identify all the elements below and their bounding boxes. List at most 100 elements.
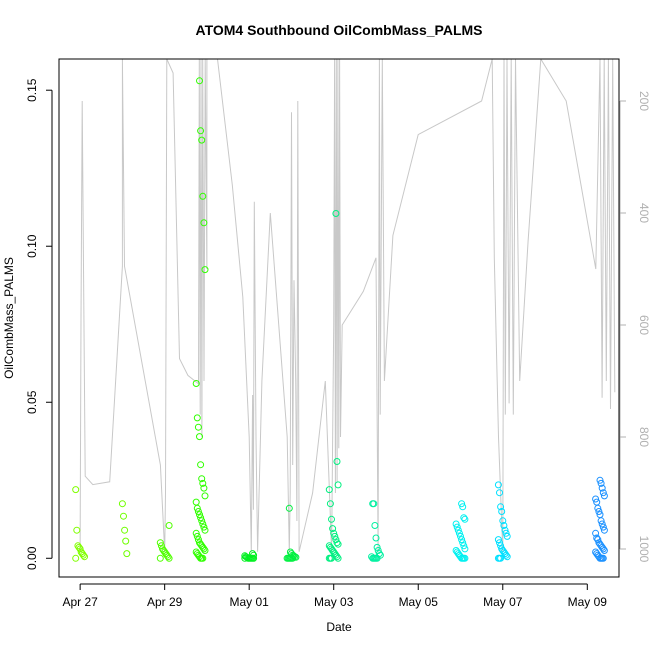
series-may-02 — [283, 504, 300, 562]
y-tick-label: 0.10 — [25, 234, 39, 258]
x-tick-label: May 05 — [399, 595, 439, 609]
data-point — [461, 554, 469, 562]
data-point — [597, 479, 605, 487]
data-point — [121, 526, 129, 534]
data-point — [329, 525, 337, 533]
data-point — [457, 553, 464, 561]
data-point — [120, 512, 127, 520]
data-point — [201, 492, 209, 500]
data-point — [201, 547, 209, 554]
data-point — [334, 554, 342, 562]
series-apr-30 — [192, 77, 209, 562]
series-may-07 — [494, 481, 511, 562]
data-point — [498, 508, 506, 515]
data-point — [197, 461, 205, 469]
series-may-04 — [368, 500, 384, 562]
data-point — [331, 532, 339, 540]
points-layer — [72, 77, 608, 562]
data-point — [600, 526, 608, 534]
data-point — [196, 433, 203, 441]
series-may-09 — [592, 476, 608, 562]
data-point — [73, 526, 81, 534]
data-point — [200, 219, 208, 227]
x-tick-label: Apr 27 — [62, 595, 98, 609]
data-point — [503, 553, 511, 561]
altitude-trace-layer — [79, 59, 616, 552]
data-point — [459, 539, 467, 547]
data-point — [156, 539, 164, 547]
data-point — [599, 523, 607, 531]
data-point — [600, 492, 608, 500]
data-point — [461, 515, 469, 523]
data-point — [502, 529, 510, 537]
data-point — [199, 520, 207, 528]
data-point — [370, 500, 378, 508]
data-point — [200, 545, 208, 553]
data-point — [192, 380, 200, 387]
data-point — [199, 479, 207, 487]
data-point — [599, 489, 607, 497]
data-point — [594, 504, 602, 512]
data-point — [197, 127, 205, 135]
data-point — [599, 545, 607, 553]
data-point — [250, 554, 258, 562]
data-point — [200, 484, 208, 492]
data-point — [595, 553, 603, 561]
series-may-03 — [325, 210, 342, 562]
data-point — [334, 540, 342, 548]
data-point — [496, 489, 503, 497]
data-point — [193, 532, 201, 540]
data-point — [79, 551, 87, 559]
x-tick-label: May 07 — [483, 595, 523, 609]
x-tick-label: Apr 29 — [147, 595, 183, 609]
data-point — [328, 554, 335, 562]
series-may-01 — [241, 550, 258, 562]
data-point — [600, 547, 608, 554]
data-point — [164, 553, 172, 561]
data-point — [458, 536, 466, 544]
data-point — [193, 504, 201, 512]
data-point — [196, 77, 203, 85]
x-axis-label: Date — [326, 620, 352, 634]
data-point — [502, 551, 510, 559]
data-point — [196, 511, 203, 519]
data-point — [334, 481, 342, 489]
right-tick-label: 800 — [637, 427, 650, 447]
data-point — [333, 458, 341, 465]
right-tick-label: 200 — [637, 91, 650, 111]
x-tick-label: May 01 — [230, 595, 270, 609]
data-point — [199, 192, 207, 200]
right-tick-label: 600 — [637, 315, 650, 335]
data-point — [496, 539, 503, 547]
data-point — [598, 484, 606, 492]
data-point — [326, 500, 334, 508]
data-point — [194, 508, 202, 515]
data-point — [165, 522, 173, 529]
data-point — [499, 517, 507, 525]
plot-frame — [58, 58, 620, 578]
axis-layer: Apr 27 Apr 29 May 01 May 03 May 05 May 07 May … — [25, 78, 650, 609]
data-point — [333, 539, 341, 547]
data-point — [494, 536, 502, 544]
data-point — [452, 520, 460, 528]
data-point — [497, 554, 505, 562]
right-tick-label: 1000 — [637, 536, 650, 563]
y-tick-label: 0.15 — [25, 78, 39, 102]
data-point — [597, 517, 605, 525]
data-point — [595, 508, 603, 515]
x-tick-label: May 03 — [314, 595, 354, 609]
data-point — [503, 532, 511, 540]
data-point — [373, 543, 381, 551]
data-point — [328, 515, 335, 523]
data-point — [192, 529, 200, 537]
data-point — [198, 475, 206, 483]
data-point — [494, 481, 502, 489]
data-point — [285, 504, 293, 512]
data-point — [241, 554, 249, 562]
data-point — [460, 514, 468, 522]
data-point — [199, 554, 207, 562]
data-point — [501, 526, 509, 534]
data-point — [198, 136, 206, 144]
data-point — [371, 522, 379, 529]
